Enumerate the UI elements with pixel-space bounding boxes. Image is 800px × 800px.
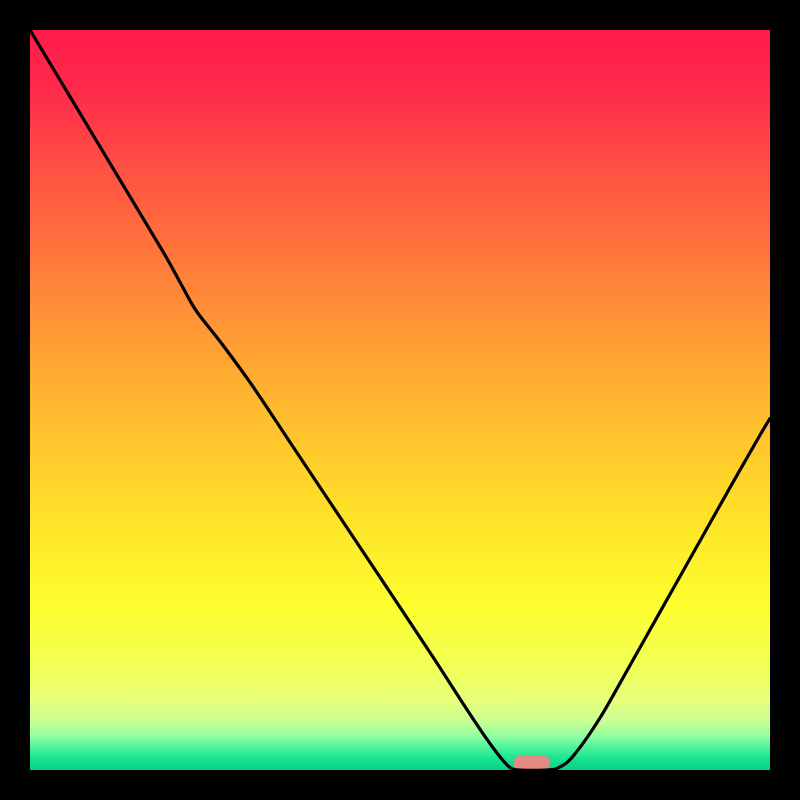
gradient-background (30, 30, 770, 770)
optimum-marker (513, 756, 550, 769)
source-watermark: TheBottleneck.com (583, 6, 786, 32)
plot-area (30, 30, 770, 770)
chart-frame: TheBottleneck.com (0, 0, 800, 800)
chart-svg (30, 30, 770, 770)
